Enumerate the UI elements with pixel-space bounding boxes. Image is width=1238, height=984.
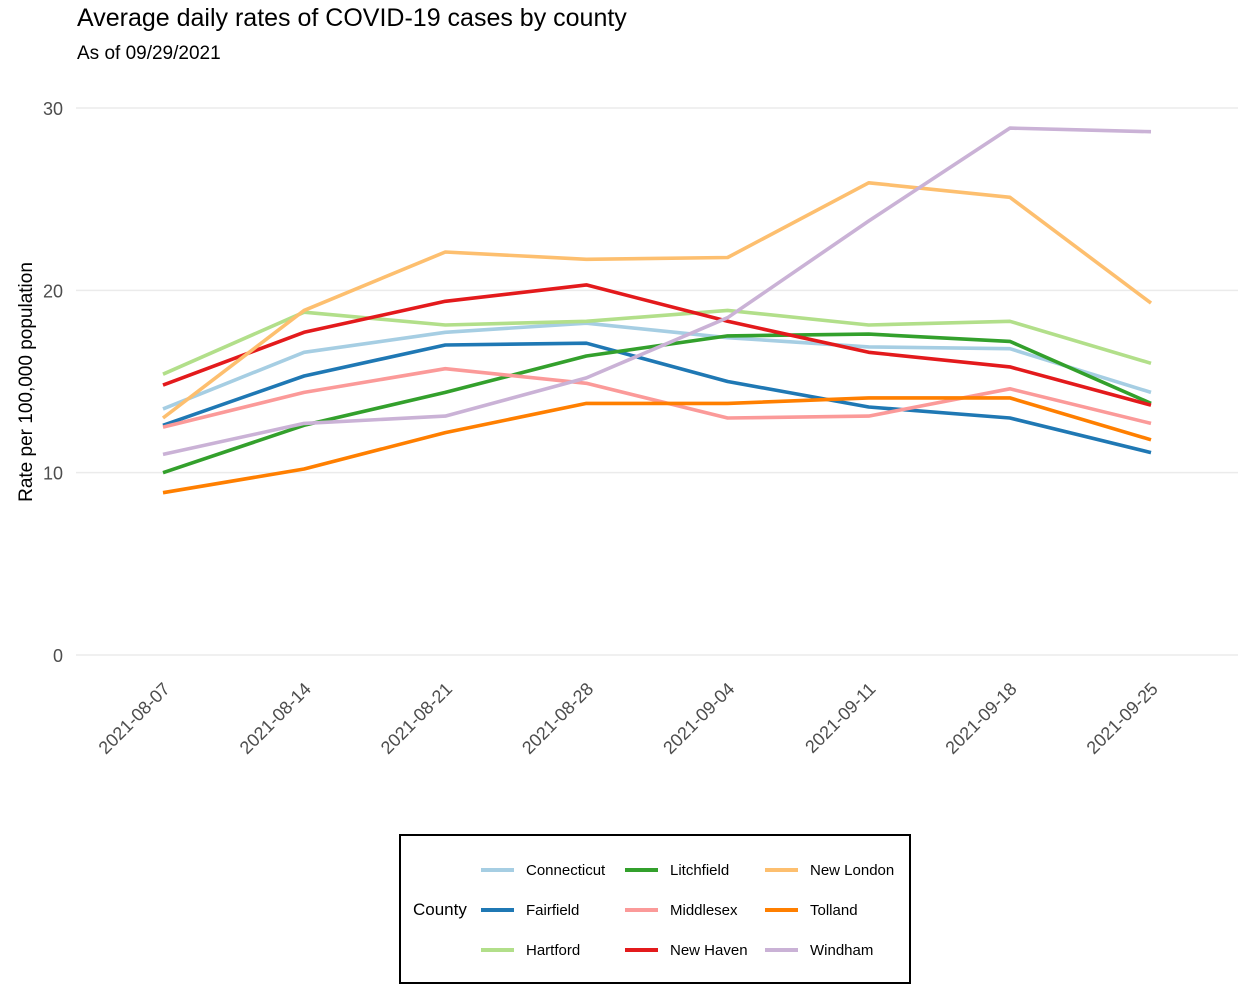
y-tick-label: 0 xyxy=(53,646,63,666)
legend-item-tolland: Tolland xyxy=(765,900,858,920)
legend-swatch xyxy=(625,948,658,952)
y-tick-label: 30 xyxy=(43,99,63,119)
legend: County Connecticut Fairfield Hartford Litch… xyxy=(399,834,911,984)
x-tick-label: 2021-08-28 xyxy=(518,679,597,758)
legend-item-middlesex: Middlesex xyxy=(625,900,738,920)
x-tick-label: 2021-09-04 xyxy=(659,679,738,758)
legend-swatch xyxy=(625,908,658,912)
x-tick-label: 2021-09-11 xyxy=(801,679,879,757)
series-lines xyxy=(161,126,1153,495)
legend-title: County xyxy=(413,900,467,919)
x-tick-label: 2021-09-25 xyxy=(1083,679,1162,758)
legend-label: New London xyxy=(810,861,895,879)
legend-label: Fairfield xyxy=(526,901,580,919)
y-tick-label: 20 xyxy=(43,281,63,301)
y-tick-label: 10 xyxy=(43,464,63,484)
legend-label: Hartford xyxy=(526,941,581,959)
x-axis-ticks: 2021-08-07 2021-08-14 2021-08-21 2021-08-28… xyxy=(95,679,1162,758)
series-line-tolland xyxy=(162,396,1152,495)
x-tick-label: 2021-08-07 xyxy=(95,679,174,758)
series-line-fairfield xyxy=(162,341,1152,455)
legend-swatch xyxy=(481,908,514,912)
x-tick-label: 2021-08-14 xyxy=(236,679,315,758)
legend-swatch xyxy=(765,948,798,952)
x-tick-label: 2021-09-18 xyxy=(941,679,1020,758)
series-line-middlesex xyxy=(162,366,1152,429)
legend-item-new-london: New London xyxy=(765,860,894,880)
legend-label: Litchfield xyxy=(670,861,730,879)
legend-item-windham: Windham xyxy=(765,940,873,960)
y-axis-label: Rate per 100,000 population xyxy=(16,262,37,502)
grid-lines xyxy=(76,107,1238,656)
legend-swatch xyxy=(625,868,658,872)
legend-swatch xyxy=(481,868,514,872)
legend-item-fairfield: Fairfield xyxy=(481,900,579,920)
chart-subtitle: As of 09/29/2021 xyxy=(77,43,221,64)
chart-title: Average daily rates of COVID-19 cases by… xyxy=(77,4,627,32)
series-line-hartford xyxy=(162,308,1152,376)
legend-label: Middlesex xyxy=(670,901,738,919)
series-line-new-london xyxy=(161,181,1153,420)
legend-label: Windham xyxy=(810,941,874,959)
legend-item-hartford: Hartford xyxy=(481,940,580,960)
legend-item-litchfield: Litchfield xyxy=(625,860,729,880)
legend-item-connecticut: Connecticut xyxy=(481,860,605,880)
legend-label: New Haven xyxy=(670,941,748,959)
legend-label: Tolland xyxy=(810,901,858,919)
legend-item-new-haven: New Haven xyxy=(625,940,748,960)
legend-swatch xyxy=(765,908,798,912)
series-line-new-haven xyxy=(162,283,1152,407)
legend-swatch xyxy=(765,868,798,872)
series-line-connecticut xyxy=(162,321,1152,411)
y-axis-ticks: 0 10 20 30 xyxy=(43,99,63,666)
legend-label: Connecticut xyxy=(526,861,606,879)
x-tick-label: 2021-08-21 xyxy=(377,679,456,758)
series-line-windham xyxy=(162,126,1152,457)
legend-swatch xyxy=(481,948,514,952)
